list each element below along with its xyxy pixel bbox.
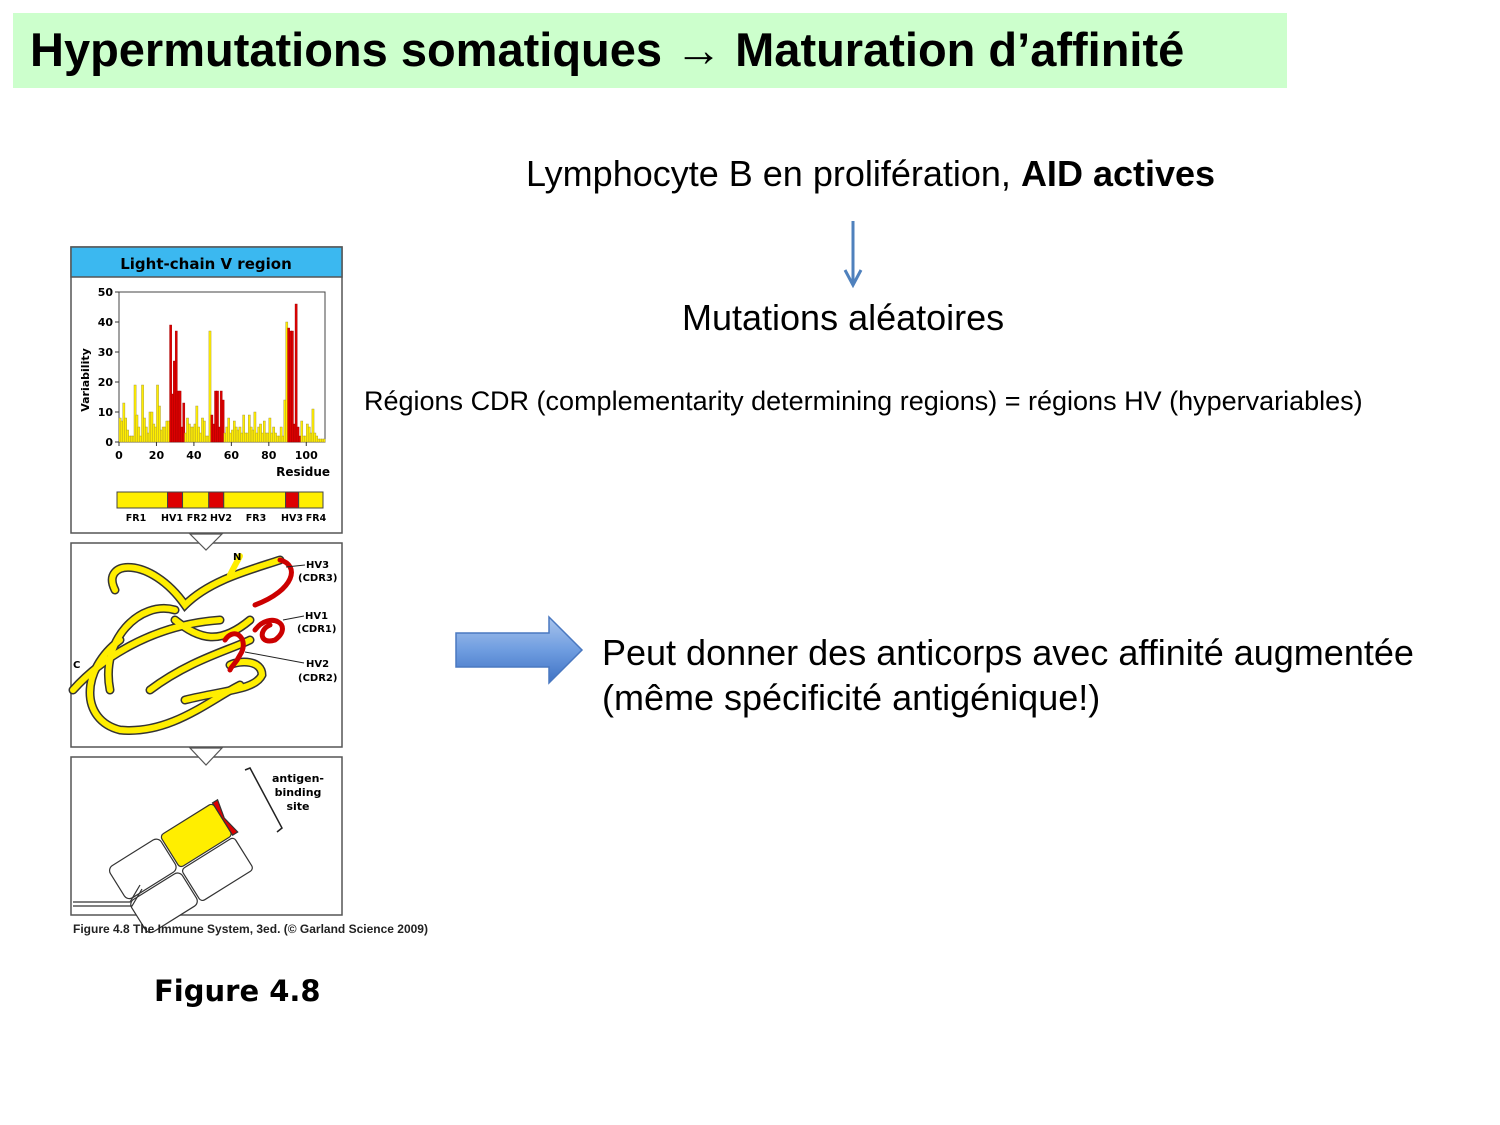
proliferation-text: Lymphocyte B en prolifération, AID activ… — [526, 153, 1215, 195]
binding-label-3: site — [286, 800, 309, 813]
variability-bar — [291, 330, 294, 443]
variability-bar — [322, 438, 326, 443]
region-segment — [167, 491, 184, 509]
region-segment — [208, 491, 225, 509]
cdr3-label: (CDR3) — [298, 573, 337, 584]
variability-bar — [227, 417, 230, 443]
variability-bar — [242, 414, 245, 443]
n-terminus-label: N — [233, 552, 241, 563]
variability-bar — [208, 330, 212, 443]
x-ticks: 0 20 40 60 80 100 — [115, 442, 318, 462]
slide-title: Hypermutations somatiques → Maturation d… — [30, 22, 1184, 77]
region-segment — [223, 491, 287, 509]
variability-bar — [195, 405, 199, 443]
variability-bar — [203, 420, 206, 443]
y-tick-label: 0 — [105, 436, 113, 449]
variability-bar — [296, 426, 300, 443]
variability-bar — [253, 411, 257, 443]
down-arrow-icon — [843, 221, 863, 289]
variability-bar — [311, 408, 315, 443]
variability-panel: Light-chain V region 0 10 20 30 40 50 0 20 40 60… — [70, 246, 343, 534]
region-label: HV1 — [161, 513, 183, 524]
right-arrow-icon — [455, 615, 584, 685]
variability-bar — [221, 399, 225, 443]
region-label: FR4 — [306, 513, 327, 524]
variability-bar — [294, 303, 298, 443]
figure-caption: Figure 4.8 The Immune System, 3ed. (© Ga… — [73, 922, 428, 936]
region-label: FR3 — [246, 513, 266, 524]
cdr-definition-text: Régions CDR (complementarity determining… — [364, 386, 1363, 416]
cdr1-label: (CDR1) — [297, 624, 336, 635]
region-bar: FR1 HV1 FR2 HV2 FR3 HV3 FR4 — [116, 491, 327, 524]
x-tick-label: 60 — [224, 449, 240, 462]
variability-bar — [182, 402, 186, 443]
region-label: HV3 — [281, 513, 303, 524]
variability-bar — [268, 417, 272, 443]
proliferation-regular: Lymphocyte B en prolifération, — [526, 153, 1021, 194]
x-tick-label: 80 — [261, 449, 277, 462]
aid-actives: AID actives — [1020, 153, 1216, 194]
variability-bar — [263, 420, 266, 443]
y-tick-label: 40 — [98, 316, 114, 329]
structure-panel: N C HV3 (CDR3) HV1 (CDR1) HV2 (CDR2) — [68, 533, 343, 748]
affinity-line-1: Peut donner des anticorps avec affinité … — [602, 632, 1414, 673]
title-band — [13, 13, 1287, 88]
region-label: HV2 — [210, 513, 232, 524]
title-part-2: Maturation d’affinité — [735, 23, 1185, 76]
x-tick-label: 0 — [115, 449, 123, 462]
figure-label: Figure 4.8 — [154, 974, 321, 1008]
x-axis-label: Residue — [276, 465, 330, 479]
variability-bar — [133, 384, 137, 443]
ribbon-structure — [68, 553, 294, 735]
title-part-1: Hypermutations somatiques — [30, 23, 663, 76]
variability-bar — [300, 420, 304, 443]
x-tick-label: 40 — [186, 449, 202, 462]
hv1-label: HV1 — [305, 611, 328, 622]
variability-bar — [178, 390, 182, 443]
title-arrow-icon: → — [675, 23, 723, 76]
y-ticks: 0 10 20 30 40 50 — [98, 286, 119, 449]
x-tick-label: 20 — [149, 449, 165, 462]
variability-bar — [141, 384, 144, 443]
c-terminus-label: C — [73, 660, 80, 671]
region-label: FR1 — [126, 513, 146, 524]
y-tick-label: 20 — [98, 376, 114, 389]
y-axis-label: Variability — [79, 348, 92, 412]
variability-bar — [216, 390, 219, 443]
binding-label-2: binding — [275, 786, 322, 799]
random-mutations-text: Mutations aléatoires — [682, 297, 1005, 338]
antigen-binding-site-label: antigen- binding site — [272, 772, 324, 813]
x-tick-label: 100 — [295, 449, 318, 462]
variability-bars — [118, 303, 326, 443]
variability-bar — [174, 330, 178, 443]
affinity-result-text: Peut donner des anticorps avec affinité … — [602, 630, 1414, 720]
region-segment — [116, 491, 169, 509]
region-segment — [285, 491, 300, 509]
variability-bar — [279, 426, 283, 443]
hv3-label: HV3 — [306, 560, 329, 571]
variability-bar — [169, 324, 172, 443]
region-segment — [182, 491, 210, 509]
y-tick-label: 30 — [98, 346, 114, 359]
hv2-label: HV2 — [306, 659, 329, 670]
y-tick-label: 10 — [98, 406, 114, 419]
y-tick-label: 50 — [98, 286, 114, 299]
cdr2-label: (CDR2) — [298, 673, 337, 684]
region-label: FR2 — [187, 513, 207, 524]
binding-label-1: antigen- — [272, 772, 324, 785]
variability-bar — [137, 426, 141, 443]
region-segment — [298, 491, 324, 509]
structure-labels: N C HV3 (CDR3) HV1 (CDR1) HV2 (CDR2) — [73, 552, 337, 684]
domain-panel: antigen- binding site — [70, 747, 343, 934]
panel-header: Light-chain V region — [120, 255, 292, 273]
affinity-line-2: (même spécificité antigénique!) — [602, 677, 1101, 718]
variability-bar — [158, 405, 161, 443]
